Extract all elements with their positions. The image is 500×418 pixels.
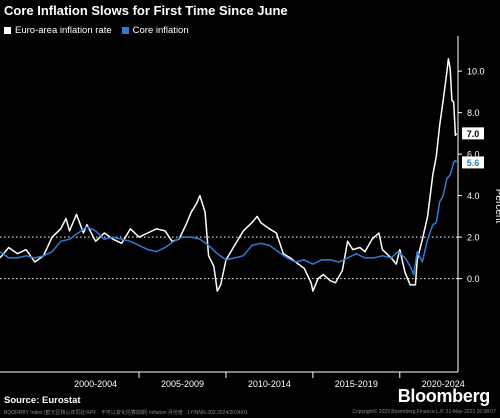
- x-tick-label: 2020-2024: [422, 379, 465, 389]
- chart-legend: Euro-area inflation rate Core inflation: [4, 24, 199, 37]
- end-label-core: 5.6: [467, 158, 480, 168]
- y-tick-label: 6.0: [467, 150, 480, 160]
- series-line-core: [0, 159, 458, 276]
- legend-label-headline: Euro-area inflation rate: [15, 25, 112, 36]
- legend-swatch-headline: [4, 27, 11, 34]
- legend-label-core: Core inflation: [132, 25, 189, 36]
- footer-left: BQORRBY Index (欧元区核心年同比%PF · 不可以变化估算前期) …: [4, 410, 248, 416]
- y-tick-label: 4.0: [467, 191, 480, 201]
- x-tick-label: 2015-2019: [335, 379, 378, 389]
- footer-meta: BQORRBY Index (欧元区核心年同比%PF · 不可以变化估算前期) …: [4, 409, 496, 416]
- legend-item-headline: Euro-area inflation rate: [4, 25, 112, 36]
- legend-swatch-core: [121, 27, 129, 34]
- end-label-headline-bg: [462, 127, 484, 140]
- end-label-core-bg: [462, 156, 484, 169]
- x-tick-label: 2000-2004: [74, 379, 117, 389]
- y-tick-label: 10.0: [467, 67, 485, 77]
- footer-right: Copyright© 2023 Bloomberg Finance L.P. 2…: [352, 409, 496, 415]
- series-line-headline: [0, 57, 458, 292]
- x-tick-label: 2010-2014: [248, 379, 291, 389]
- x-tick-label: 2005-2009: [161, 379, 204, 389]
- y-tick-label: 0.0: [467, 274, 480, 284]
- y-tick-label: 8.0: [467, 108, 480, 118]
- source-note: Source: Eurostat: [4, 395, 81, 406]
- y-axis-title: Percent: [493, 189, 500, 224]
- end-label-headline: 7.0: [467, 129, 480, 139]
- legend-item-core: Core inflation: [121, 25, 189, 36]
- y-tick-label: 2.0: [467, 233, 480, 243]
- bloomberg-logo: Bloomberg: [397, 386, 491, 406]
- chart-title: Core Inflation Slows for First Time Sinc…: [4, 3, 288, 18]
